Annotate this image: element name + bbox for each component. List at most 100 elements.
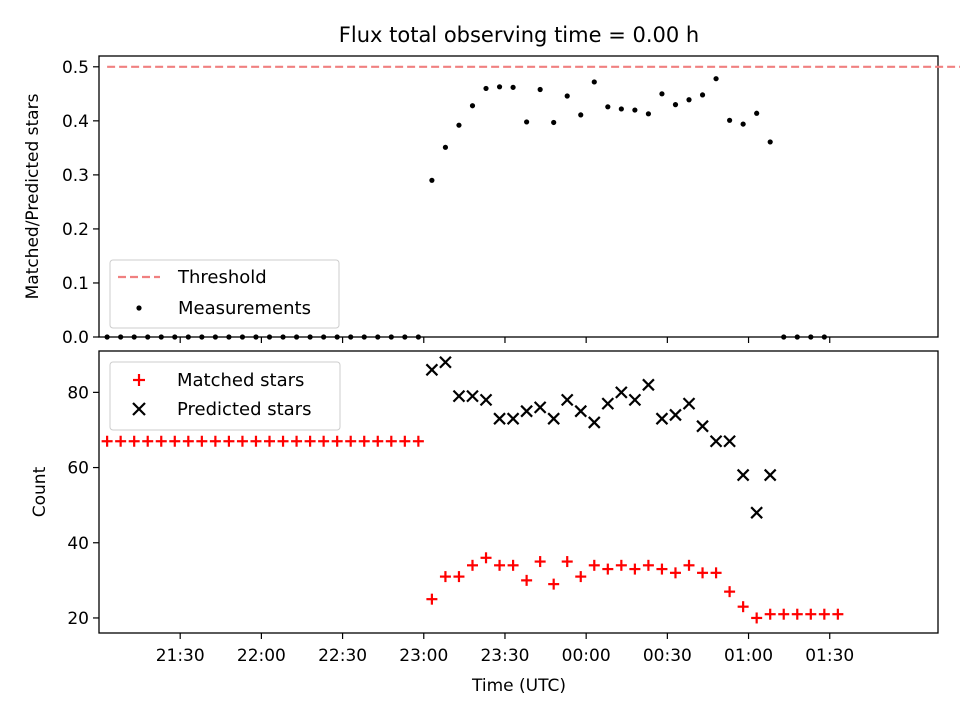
ratio-legend-box bbox=[109, 259, 340, 329]
count-x-tick-label: 00:30 bbox=[643, 646, 692, 666]
count-x-tick-label: 23:30 bbox=[480, 646, 529, 666]
matched-star-point bbox=[480, 552, 492, 564]
ratio-y-ticks: 0.0 0.1 0.2 0.3 0.4 0.5 bbox=[62, 58, 99, 348]
matched-star-point bbox=[182, 435, 194, 447]
ratio-y-tick-label: 0.4 bbox=[62, 112, 89, 132]
matched-star-point bbox=[521, 574, 533, 586]
matched-star-point bbox=[466, 559, 478, 571]
matched-star-point bbox=[561, 556, 573, 568]
predicted-star-stroke-b bbox=[533, 401, 547, 414]
matched-star-point bbox=[615, 559, 627, 571]
predicted-star-stroke-b bbox=[682, 397, 696, 410]
measurement-point bbox=[510, 84, 516, 90]
predicted-star-point bbox=[452, 389, 466, 403]
measurement-point bbox=[605, 104, 611, 110]
predicted-star-point bbox=[547, 412, 560, 425]
matched-star-point bbox=[169, 435, 181, 447]
predicted-star-stroke-b bbox=[750, 506, 763, 519]
measurement-point bbox=[253, 334, 259, 340]
predicted-star-point bbox=[628, 393, 642, 407]
matched-star-point bbox=[291, 435, 303, 447]
matched-star-point bbox=[345, 435, 357, 447]
count-y-tick-label: 40 bbox=[67, 534, 89, 554]
matched-star-point bbox=[236, 435, 248, 447]
predicted-star-point bbox=[479, 393, 493, 407]
matched-star-point bbox=[575, 571, 587, 583]
measurement-point bbox=[551, 119, 557, 126]
measurement-point bbox=[334, 334, 340, 340]
legend-predicted-label: Predicted stars bbox=[177, 399, 311, 420]
matched-star-point bbox=[331, 435, 343, 447]
legend-predicted-swatch bbox=[132, 402, 146, 416]
count-y-ticks: 20 40 60 80 bbox=[67, 383, 99, 629]
measurement-point bbox=[375, 334, 381, 340]
count-marks bbox=[101, 356, 844, 624]
count-y-tick-label: 60 bbox=[67, 459, 89, 479]
matched-star-point bbox=[223, 435, 235, 447]
matched-star-point bbox=[588, 559, 600, 571]
matched-star-point bbox=[507, 559, 519, 571]
matched-star-point bbox=[372, 435, 384, 447]
measurement-point bbox=[578, 112, 584, 118]
matched-star-point bbox=[385, 435, 397, 447]
measurement-point bbox=[145, 334, 151, 340]
measurement-point bbox=[659, 91, 665, 97]
matched-star-point bbox=[737, 601, 749, 613]
ratio-y-tick-label: 0.3 bbox=[62, 166, 89, 186]
predicted-star-point bbox=[682, 397, 696, 410]
ratio-ylabel: Matched/Predicted stars bbox=[23, 93, 43, 299]
predicted-star-point bbox=[696, 419, 709, 433]
matched-star-point bbox=[142, 435, 154, 447]
matched-star-point bbox=[791, 608, 803, 620]
count-legend: Matched stars Predicted stars bbox=[109, 361, 341, 431]
count-panel: Count Time (UTC) 20 40 60 80 21:30 22:00 22:3… bbox=[30, 350, 939, 696]
predicted-star-stroke-b bbox=[439, 356, 452, 369]
predicted-star-stroke-b bbox=[763, 468, 777, 482]
matched-star-point bbox=[277, 435, 289, 447]
measurement-point bbox=[307, 334, 313, 340]
matched-star-point bbox=[548, 578, 560, 590]
measurement-point bbox=[808, 334, 814, 340]
predicted-star-point bbox=[736, 468, 750, 482]
matched-star-point bbox=[453, 571, 465, 583]
legend-matched-label: Matched stars bbox=[177, 370, 304, 391]
count-x-tick-label: 23:00 bbox=[399, 646, 448, 666]
count-x-tick-label: 01:00 bbox=[724, 646, 773, 666]
measurement-point bbox=[564, 93, 570, 99]
matched-star-point bbox=[250, 435, 262, 447]
measurement-point bbox=[632, 107, 638, 113]
matched-star-point bbox=[426, 593, 438, 605]
predicted-star-stroke-b bbox=[642, 378, 655, 392]
matched-star-point bbox=[264, 435, 276, 447]
predicted-star-stroke-b bbox=[709, 434, 723, 448]
matched-star-point bbox=[196, 435, 208, 447]
legend-measurements-label: Measurements bbox=[178, 298, 311, 319]
measurement-point bbox=[618, 106, 624, 112]
predicted-star-point bbox=[466, 389, 479, 403]
matched-star-point bbox=[629, 563, 641, 575]
predicted-star-stroke-b bbox=[520, 404, 533, 418]
predicted-star-stroke-b bbox=[655, 412, 669, 425]
measurement-point bbox=[402, 334, 408, 340]
measurement-point bbox=[591, 79, 597, 85]
matched-star-point bbox=[209, 435, 221, 447]
measurement-point bbox=[212, 334, 218, 340]
matched-star-point bbox=[832, 608, 844, 620]
count-x-tick-label: 22:30 bbox=[318, 646, 367, 666]
measurement-point bbox=[537, 86, 543, 93]
measurement-point bbox=[442, 144, 449, 150]
predicted-star-stroke-b bbox=[601, 397, 615, 410]
predicted-star-stroke-b bbox=[493, 412, 506, 425]
predicted-star-point bbox=[655, 412, 669, 425]
matched-star-point bbox=[534, 556, 546, 568]
measurement-point bbox=[388, 334, 394, 340]
predicted-star-stroke-b bbox=[615, 386, 628, 399]
measurement-point bbox=[456, 122, 462, 128]
predicted-star-point bbox=[493, 412, 506, 425]
measurement-point bbox=[740, 121, 746, 127]
predicted-star-point bbox=[669, 408, 682, 422]
predicted-star-stroke-b bbox=[723, 434, 736, 448]
matched-star-point bbox=[805, 608, 817, 620]
measurement-point bbox=[781, 334, 787, 340]
predicted-star-point bbox=[506, 412, 520, 425]
